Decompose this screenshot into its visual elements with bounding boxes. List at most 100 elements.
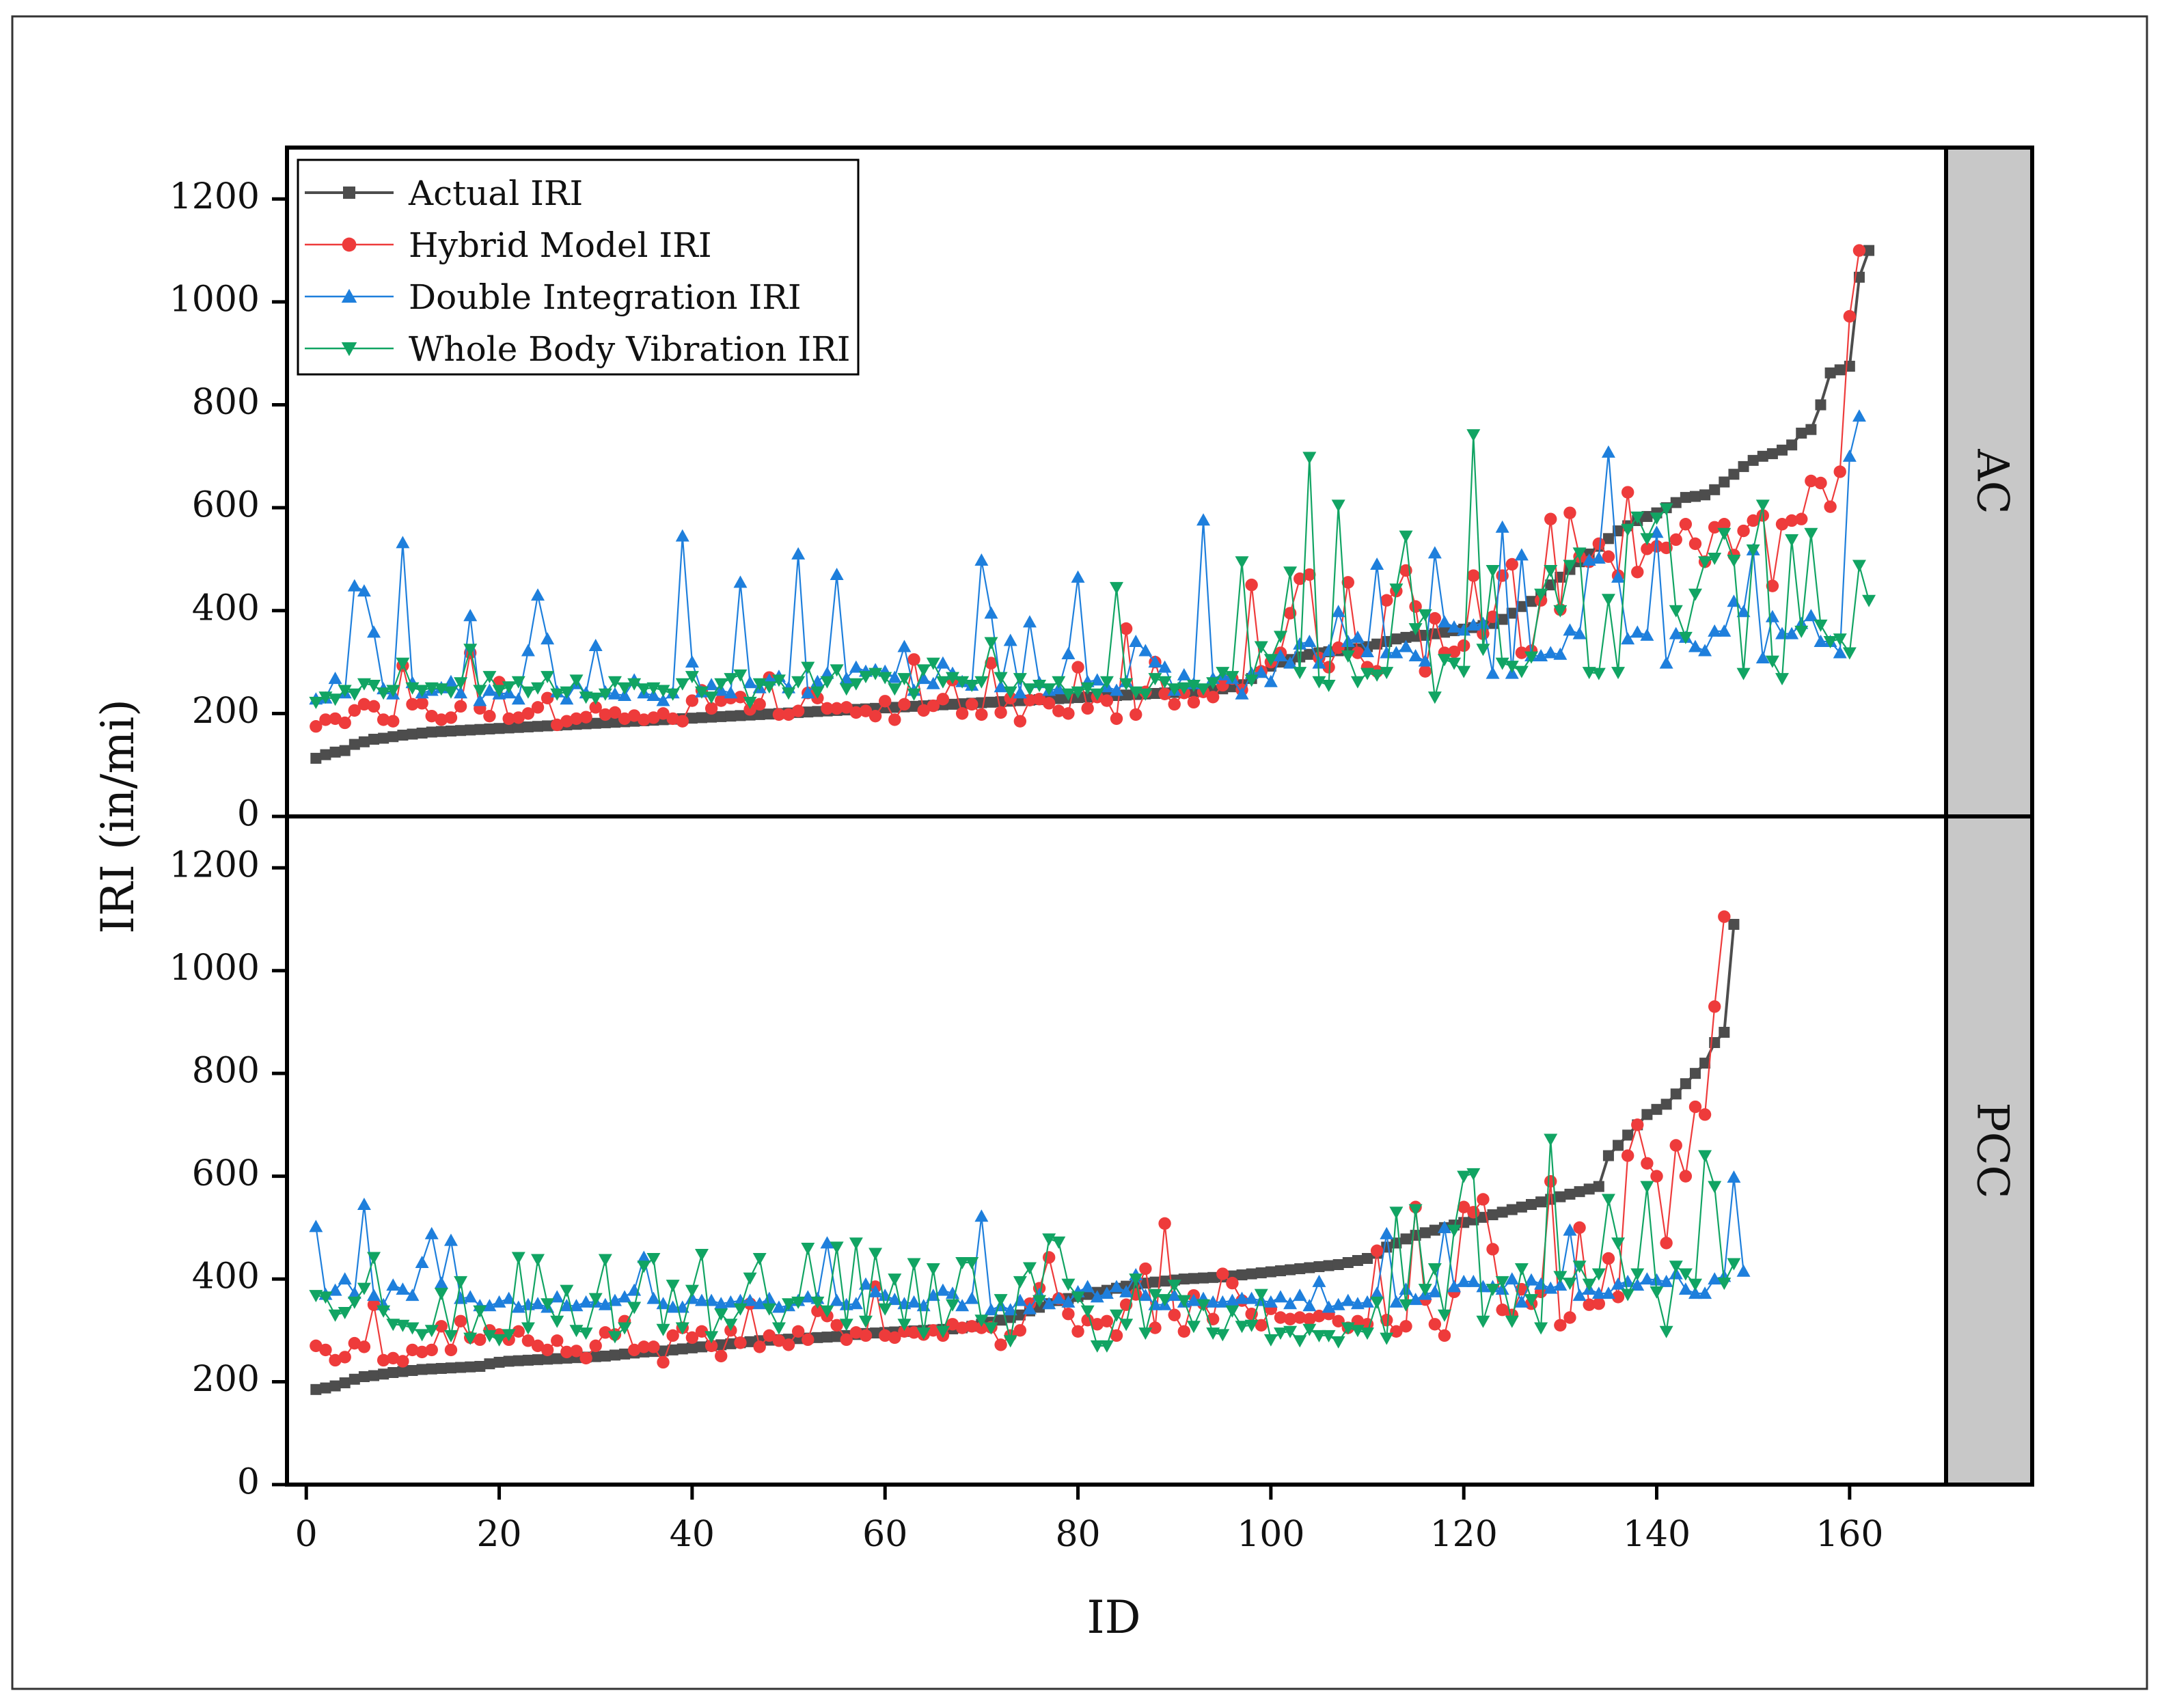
point-pcc-whole-body-vibration-iri-50 bbox=[782, 1298, 796, 1311]
point-pcc-actual-iri-22 bbox=[512, 1355, 524, 1366]
point-pcc-whole-body-vibration-iri-16 bbox=[454, 1276, 468, 1289]
point-pcc-double-integration-iri-21 bbox=[502, 1291, 516, 1304]
point-pcc-hybrid-model-iri-52 bbox=[802, 1333, 815, 1347]
point-pcc-double-integration-iri-63 bbox=[907, 1295, 921, 1308]
point-pcc-whole-body-vibration-iri-33 bbox=[618, 1322, 632, 1335]
point-ac-whole-body-vibration-iri-16 bbox=[454, 677, 468, 690]
point-pcc-double-integration-iri-78 bbox=[1052, 1291, 1066, 1304]
point-pcc-actual-iri-25 bbox=[542, 1353, 553, 1365]
point-ac-hybrid-model-iri-12 bbox=[415, 697, 428, 710]
point-ac-double-integration-iri-5 bbox=[347, 579, 361, 592]
point-pcc-hybrid-model-iri-18 bbox=[474, 1333, 487, 1347]
point-pcc-double-integration-iri-115 bbox=[1408, 1293, 1423, 1306]
point-pcc-double-integration-iri-79 bbox=[1061, 1295, 1076, 1308]
point-pcc-double-integration-iri-84 bbox=[1110, 1280, 1123, 1293]
point-pcc-whole-body-vibration-iri-125 bbox=[1505, 1315, 1519, 1328]
y-tick-label-pcc-400: 400 bbox=[192, 1256, 260, 1297]
point-ac-double-integration-iri-123 bbox=[1486, 666, 1500, 679]
point-pcc-actual-iri-94 bbox=[1207, 1271, 1219, 1283]
point-pcc-hybrid-model-iri-131 bbox=[1563, 1311, 1576, 1324]
point-ac-actual-iri-63 bbox=[908, 700, 920, 712]
point-ac-hybrid-model-iri-50 bbox=[782, 708, 795, 721]
point-pcc-whole-body-vibration-iri-70 bbox=[974, 1314, 989, 1327]
point-pcc-hybrid-model-iri-114 bbox=[1399, 1320, 1412, 1333]
point-ac-hybrid-model-iri-135 bbox=[1602, 550, 1615, 563]
point-ac-actual-iri-8 bbox=[378, 732, 389, 744]
point-ac-whole-body-vibration-iri-12 bbox=[415, 685, 429, 698]
point-pcc-whole-body-vibration-iri-95 bbox=[1216, 1329, 1230, 1342]
line-ac-double-integration-iri bbox=[316, 415, 1861, 703]
point-ac-actual-iri-144 bbox=[1689, 491, 1701, 502]
point-pcc-actual-iri-134 bbox=[1593, 1181, 1604, 1192]
point-ac-whole-body-vibration-iri-41 bbox=[695, 686, 709, 699]
point-ac-double-integration-iri-46 bbox=[743, 676, 757, 689]
point-ac-whole-body-vibration-iri-43 bbox=[714, 678, 728, 691]
point-ac-actual-iri-53 bbox=[812, 706, 823, 717]
point-pcc-actual-iri-10 bbox=[397, 1366, 409, 1377]
point-pcc-actual-iri-40 bbox=[686, 1342, 698, 1353]
point-ac-actual-iri-143 bbox=[1680, 492, 1691, 504]
point-ac-whole-body-vibration-iri-113 bbox=[1389, 583, 1404, 596]
point-pcc-actual-iri-31 bbox=[599, 1350, 611, 1362]
point-ac-actual-iri-14 bbox=[435, 726, 447, 737]
point-ac-whole-body-vibration-iri-51 bbox=[791, 676, 806, 689]
point-ac-hybrid-model-iri-66 bbox=[936, 693, 950, 706]
point-pcc-whole-body-vibration-iri-34 bbox=[627, 1301, 642, 1314]
point-ac-actual-iri-150 bbox=[1747, 454, 1759, 466]
point-ac-hybrid-model-iri-29 bbox=[579, 711, 592, 724]
point-ac-hybrid-model-iri-159 bbox=[1833, 465, 1846, 478]
point-ac-double-integration-iri-144 bbox=[1688, 639, 1702, 652]
point-ac-hybrid-model-iri-32 bbox=[608, 706, 622, 719]
point-pcc-double-integration-iri-11 bbox=[405, 1289, 420, 1301]
point-ac-double-integration-iri-39 bbox=[675, 529, 689, 542]
point-pcc-hybrid-model-iri-84 bbox=[1110, 1329, 1123, 1342]
point-pcc-whole-body-vibration-iri-5 bbox=[347, 1296, 361, 1309]
point-ac-hybrid-model-iri-25 bbox=[540, 691, 554, 704]
point-ac-double-integration-iri-52 bbox=[801, 686, 815, 699]
point-pcc-double-integration-iri-56 bbox=[839, 1297, 853, 1310]
point-pcc-whole-body-vibration-iri-3 bbox=[328, 1309, 342, 1322]
point-ac-actual-iri-40 bbox=[686, 713, 698, 724]
point-pcc-whole-body-vibration-iri-23 bbox=[521, 1322, 535, 1335]
point-pcc-whole-body-vibration-iri-94 bbox=[1206, 1327, 1220, 1340]
point-pcc-hybrid-model-iri-42 bbox=[704, 1339, 718, 1353]
point-pcc-whole-body-vibration-iri-112 bbox=[1380, 1332, 1394, 1345]
point-ac-actual-iri-30 bbox=[590, 717, 601, 729]
point-ac-whole-body-vibration-iri-27 bbox=[560, 686, 574, 699]
point-ac-hybrid-model-iri-60 bbox=[879, 695, 892, 708]
point-ac-whole-body-vibration-iri-8 bbox=[377, 687, 391, 700]
point-ac-actual-iri-157 bbox=[1815, 399, 1826, 411]
x-tick-label-160: 160 bbox=[1816, 1514, 1883, 1555]
panel-ac-series bbox=[309, 244, 1876, 764]
point-pcc-double-integration-iri-24 bbox=[531, 1297, 545, 1310]
point-pcc-hybrid-model-iri-6 bbox=[357, 1340, 371, 1353]
point-pcc-whole-body-vibration-iri-11 bbox=[405, 1322, 420, 1335]
point-pcc-double-integration-iri-103 bbox=[1293, 1289, 1307, 1301]
point-ac-whole-body-vibration-iri-132 bbox=[1572, 547, 1587, 560]
point-ac-whole-body-vibration-iri-17 bbox=[463, 644, 478, 657]
point-pcc-whole-body-vibration-iri-90 bbox=[1167, 1280, 1181, 1293]
point-pcc-actual-iri-6 bbox=[358, 1371, 370, 1383]
point-pcc-double-integration-iri-105 bbox=[1312, 1274, 1326, 1287]
y-tick-label-ac-600: 600 bbox=[192, 485, 260, 526]
point-pcc-whole-body-vibration-iri-72 bbox=[994, 1294, 1008, 1307]
point-ac-whole-body-vibration-iri-104 bbox=[1302, 452, 1317, 465]
point-ac-hybrid-model-iri-117 bbox=[1428, 611, 1442, 625]
point-pcc-whole-body-vibration-iri-103 bbox=[1293, 1335, 1307, 1348]
point-ac-actual-iri-20 bbox=[493, 723, 505, 734]
strip-pcc bbox=[1944, 814, 2034, 1487]
point-pcc-hybrid-model-iri-48 bbox=[763, 1329, 776, 1342]
point-pcc-hybrid-model-iri-1 bbox=[310, 1339, 323, 1353]
point-ac-whole-body-vibration-iri-149 bbox=[1736, 667, 1751, 680]
point-ac-whole-body-vibration-iri-109 bbox=[1350, 676, 1365, 689]
point-pcc-whole-body-vibration-iri-140 bbox=[1650, 1286, 1664, 1299]
point-pcc-hybrid-model-iri-7 bbox=[367, 1298, 381, 1311]
point-pcc-actual-iri-20 bbox=[493, 1356, 505, 1368]
point-pcc-hybrid-model-iri-14 bbox=[435, 1320, 448, 1333]
point-pcc-whole-body-vibration-iri-138 bbox=[1630, 1268, 1645, 1281]
point-ac-whole-body-vibration-iri-98 bbox=[1244, 674, 1259, 687]
point-ac-hybrid-model-iri-27 bbox=[560, 715, 573, 728]
point-ac-hybrid-model-iri-28 bbox=[570, 712, 583, 726]
point-ac-whole-body-vibration-iri-148 bbox=[1727, 554, 1741, 567]
point-pcc-double-integration-iri-29 bbox=[579, 1295, 593, 1308]
